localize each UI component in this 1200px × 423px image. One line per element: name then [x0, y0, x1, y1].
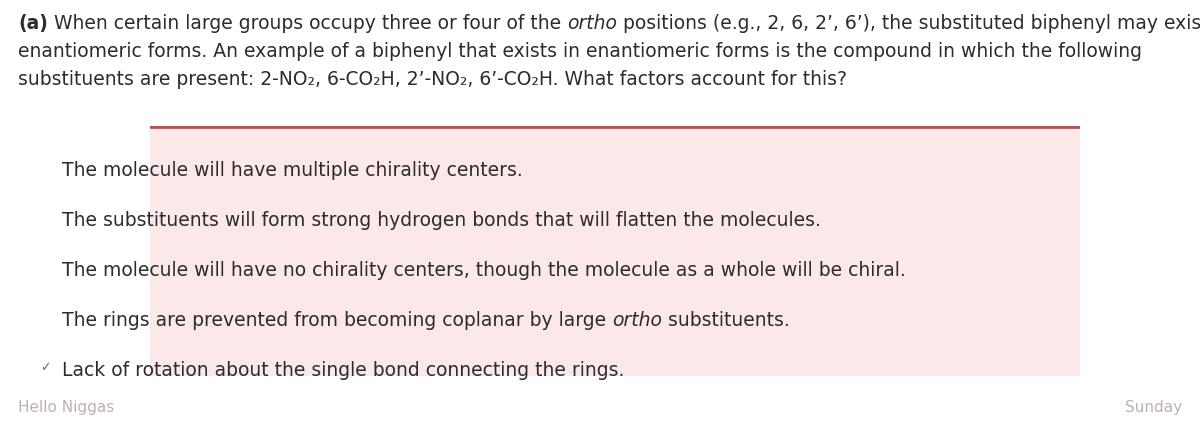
Text: substituents are present: 2-NO₂, 6-CO₂H, 2’-NO₂, 6’-CO₂H. What factors account f: substituents are present: 2-NO₂, 6-CO₂H,…: [18, 70, 847, 89]
Text: The molecule will have no chirality centers, though the molecule as a whole will: The molecule will have no chirality cent…: [62, 261, 906, 280]
Text: Sunday: Sunday: [1124, 400, 1182, 415]
Text: ortho: ortho: [612, 311, 662, 330]
Text: positions (e.g., 2, 6, 2’, 6’), the substituted biphenyl may exist in: positions (e.g., 2, 6, 2’, 6’), the subs…: [617, 14, 1200, 33]
Text: Lack of rotation about the single bond connecting the rings.: Lack of rotation about the single bond c…: [62, 361, 624, 380]
Text: (a): (a): [18, 14, 48, 33]
Text: Hello Niggas: Hello Niggas: [18, 400, 114, 415]
FancyBboxPatch shape: [38, 361, 52, 375]
Text: The substituents will form strong hydrogen bonds that will flatten the molecules: The substituents will form strong hydrog…: [62, 211, 821, 230]
Text: enantiomeric forms. An example of a biphenyl that exists in enantiomeric forms i: enantiomeric forms. An example of a biph…: [18, 42, 1142, 61]
FancyBboxPatch shape: [38, 261, 52, 275]
Text: The rings are prevented from becoming coplanar by large: The rings are prevented from becoming co…: [62, 311, 612, 330]
Text: When certain large groups occupy three or four of the: When certain large groups occupy three o…: [48, 14, 568, 33]
FancyBboxPatch shape: [38, 211, 52, 225]
Text: The molecule will have multiple chirality centers.: The molecule will have multiple chiralit…: [62, 161, 523, 180]
Text: ortho: ortho: [568, 14, 617, 33]
Text: ✓: ✓: [40, 362, 50, 374]
Text: substituents.: substituents.: [662, 311, 790, 330]
FancyBboxPatch shape: [38, 311, 52, 325]
FancyBboxPatch shape: [38, 161, 52, 175]
FancyBboxPatch shape: [11, 127, 1189, 387]
